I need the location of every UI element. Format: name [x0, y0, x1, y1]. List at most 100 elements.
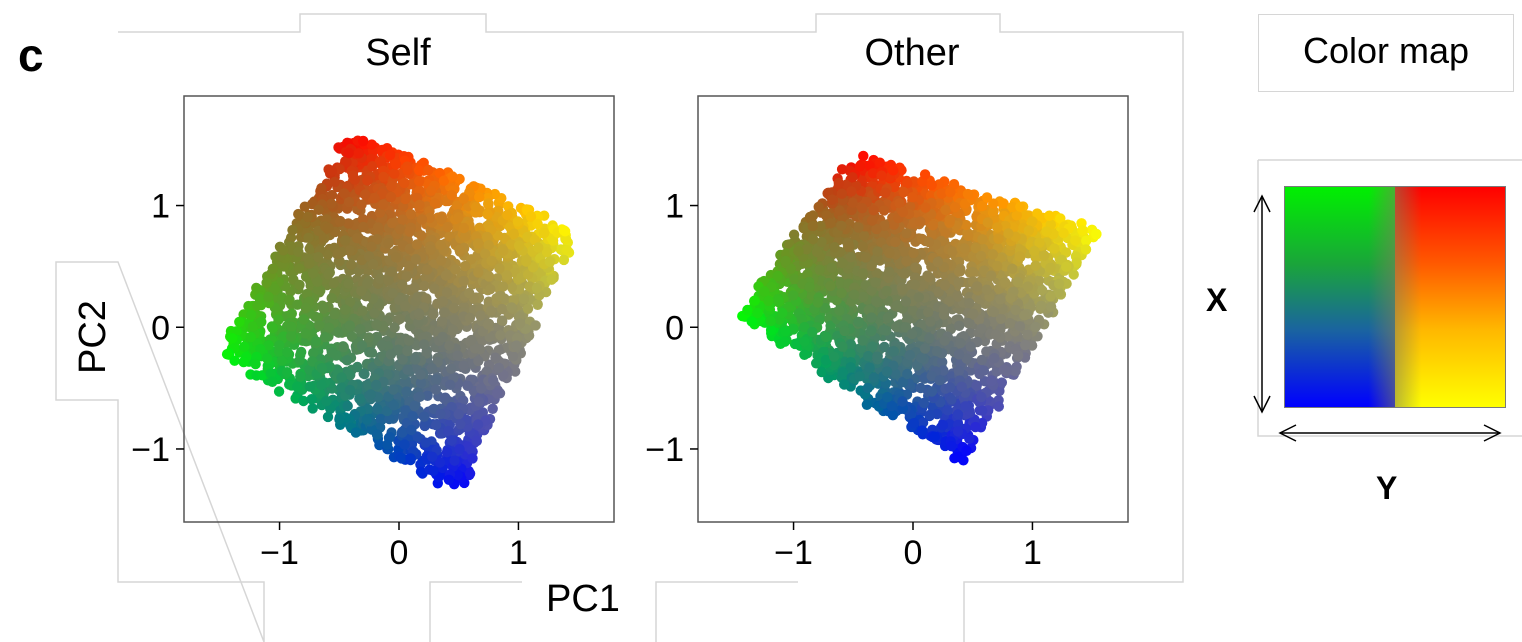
data-point — [482, 319, 494, 330]
data-point — [234, 316, 245, 328]
data-point — [927, 220, 939, 231]
data-point — [435, 408, 446, 420]
data-point — [298, 314, 309, 325]
data-point — [262, 353, 273, 364]
data-point — [323, 269, 334, 280]
data-point — [322, 249, 334, 260]
data-point — [899, 246, 910, 257]
data-point — [518, 293, 530, 305]
data-point — [816, 366, 827, 378]
data-point — [993, 401, 1004, 412]
data-point — [325, 403, 336, 414]
data-point — [388, 384, 399, 395]
data-point — [300, 302, 311, 314]
data-point — [864, 362, 875, 373]
data-point — [394, 313, 405, 325]
data-point — [494, 263, 505, 274]
data-point — [318, 303, 329, 314]
data-point — [474, 191, 485, 203]
data-point — [532, 218, 543, 230]
data-point — [887, 410, 899, 421]
data-point — [486, 255, 497, 266]
data-point — [1010, 304, 1021, 316]
data-point — [908, 418, 920, 429]
data-point — [313, 204, 324, 215]
data-point — [963, 230, 974, 241]
data-point — [485, 284, 496, 295]
data-point — [343, 278, 354, 289]
data-point — [378, 171, 389, 183]
data-point — [976, 354, 987, 366]
data-point — [365, 389, 376, 400]
data-point — [472, 238, 484, 249]
data-point — [334, 216, 346, 227]
data-point — [452, 350, 463, 361]
data-point — [888, 165, 899, 176]
data-point — [363, 332, 375, 343]
data-point — [539, 227, 550, 239]
data-point — [361, 414, 373, 425]
data-point — [495, 330, 506, 341]
data-point — [430, 374, 442, 385]
data-point — [372, 403, 383, 415]
data-point — [857, 335, 868, 346]
data-point — [415, 369, 426, 380]
data-point — [273, 386, 285, 397]
data-point — [497, 303, 508, 315]
data-point — [420, 437, 431, 448]
data-point — [472, 419, 484, 430]
scatter-panel-other: −1 0 1−101 — [645, 95, 1129, 572]
data-point — [366, 347, 378, 358]
data-point — [356, 199, 367, 210]
data-point — [238, 356, 249, 368]
data-point — [346, 259, 357, 270]
data-point — [485, 305, 497, 316]
data-point — [861, 399, 873, 410]
data-point — [285, 331, 297, 342]
data-point — [290, 393, 301, 404]
data-point — [926, 179, 937, 191]
data-point — [397, 279, 408, 290]
frame-outline — [55, 13, 1184, 642]
data-point — [444, 340, 455, 351]
data-point — [326, 165, 338, 176]
data-point — [508, 228, 520, 239]
data-point — [506, 302, 517, 313]
data-point — [383, 238, 394, 249]
data-point — [314, 320, 325, 331]
data-point — [923, 271, 935, 283]
data-point — [1061, 261, 1072, 272]
data-point — [447, 171, 458, 182]
data-point — [419, 280, 430, 292]
data-point — [522, 303, 534, 314]
data-point — [371, 319, 382, 330]
data-point — [442, 221, 453, 233]
data-point — [286, 308, 297, 319]
data-point — [267, 263, 279, 274]
data-point — [483, 271, 495, 282]
data-point — [521, 256, 532, 267]
data-point — [316, 379, 327, 391]
data-point — [1013, 350, 1024, 361]
data-point — [388, 400, 399, 411]
data-point — [428, 465, 439, 477]
data-point — [300, 328, 311, 339]
data-point — [336, 372, 347, 383]
data-point — [353, 148, 364, 159]
data-point — [902, 368, 913, 380]
data-point — [430, 384, 442, 395]
data-point — [857, 268, 869, 279]
data-point — [343, 196, 355, 208]
data-point — [409, 282, 420, 293]
data-point — [344, 384, 356, 396]
scatter-panel-self: −1 0 1−101 — [131, 95, 615, 572]
data-point — [402, 345, 413, 357]
data-point — [427, 451, 438, 462]
data-point — [544, 256, 555, 267]
data-point — [897, 396, 908, 407]
data-point — [532, 299, 543, 310]
data-point — [1049, 243, 1060, 254]
data-point — [401, 386, 412, 397]
data-point — [375, 413, 386, 425]
data-point — [366, 241, 377, 252]
